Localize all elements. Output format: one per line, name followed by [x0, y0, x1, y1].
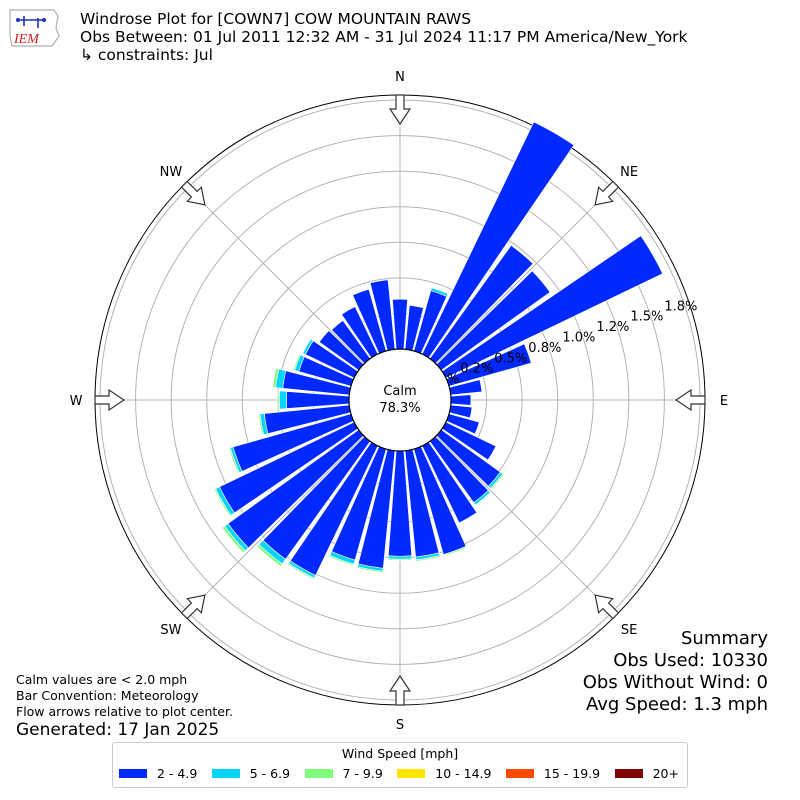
summary-title: Summary — [681, 628, 768, 649]
wind-bars — [213, 121, 664, 580]
direction-label-E: E — [720, 394, 728, 409]
bar-160-7-9.9 — [443, 545, 468, 557]
bar-170-7-9.9 — [415, 555, 441, 562]
bar-200-7-9.9 — [328, 555, 355, 566]
flow-arrow-0 — [388, 94, 412, 126]
bar-140-5-6.9 — [473, 490, 491, 506]
legend-title: Wind Speed [mph] — [341, 746, 459, 761]
legend-item: 2 - 4.9 — [119, 766, 197, 781]
direction-label-SW: SW — [160, 623, 181, 638]
title-line-1: Windrose Plot for [COWN7] COW MOUNTAIN R… — [80, 10, 472, 28]
legend-label: 15 - 19.9 — [543, 766, 601, 781]
summary-obs-used: Obs Used: 10330 — [613, 650, 768, 671]
grid-spoke-225 — [183, 435, 365, 617]
direction-label-N: N — [395, 70, 405, 85]
flow-arrow-135 — [594, 594, 620, 620]
direction-label-W: W — [70, 394, 83, 409]
bar-190-7-9.9 — [356, 566, 384, 573]
legend: Wind Speed [mph] 2 - 4.9 5 - 6.9 7 - 9.9 10… — [112, 742, 688, 788]
bar-20-5-6.9 — [430, 287, 449, 297]
legend-label: 10 - 14.9 — [435, 766, 492, 781]
legend-item: 15 - 19.9 — [505, 766, 601, 781]
flow-arrow-270 — [94, 388, 126, 412]
legend-swatch — [505, 769, 534, 778]
radial-tick-label: 0.5% — [494, 351, 527, 366]
notes-block: Calm values are < 2.0 mph Bar Convention… — [16, 672, 233, 720]
radial-tick-label: 0.8% — [528, 341, 561, 356]
flow-arrow-45 — [594, 180, 620, 206]
legend-label: 5 - 6.9 — [249, 766, 291, 781]
iem-logo: IEM — [9, 9, 60, 47]
bar-280-7-9.9 — [272, 368, 280, 388]
direction-label-NE: NE — [620, 165, 638, 180]
bar-180-7-9.9 — [387, 558, 413, 561]
calm-center: Calm 78.3% — [348, 348, 452, 452]
flow-note: Flow arrows relative to plot center. — [16, 704, 233, 719]
legend-label: 20+ — [652, 766, 679, 781]
legend-swatch — [304, 769, 333, 778]
direction-labels: N NE E SE S SW W NW — [70, 70, 729, 733]
bar-250-7-9.9 — [228, 447, 240, 474]
convention-note: Bar Convention: Meteorology — [16, 688, 199, 703]
generated-date: Generated: 17 Jan 2025 — [16, 720, 220, 740]
bar-240-7-9.9 — [213, 488, 232, 517]
legend-swatch — [119, 769, 147, 778]
summary-avg-speed: Avg Speed: 1.3 mph — [586, 694, 768, 715]
bar-0-2-4.9 — [392, 298, 408, 350]
legend-label: 7 - 9.9 — [342, 766, 383, 781]
bar-90-2-4.9 — [450, 394, 472, 406]
radial-tick-labels: 0.0%0.2%0.5%0.8%1.0%1.2%1.5%1.8% — [426, 299, 697, 387]
bar-130-7-9.9 — [490, 473, 505, 490]
legend-swatch — [614, 769, 643, 778]
grid-spoke-315 — [183, 183, 365, 365]
summary-block: Summary Obs Used: 10330 Obs Without Wind… — [583, 628, 768, 716]
title-line-2: Obs Between: 01 Jul 2011 12:32 AM - 31 J… — [80, 28, 688, 46]
calm-note: Calm values are < 2.0 mph — [16, 672, 188, 687]
calm-label: Calm — [383, 384, 416, 399]
legend-item: 5 - 6.9 — [211, 766, 291, 781]
bar-210-7-9.9 — [287, 562, 315, 580]
legend-items: 2 - 4.9 5 - 6.9 7 - 9.9 10 - 14.9 15 - 19.9 2… — [113, 761, 687, 781]
direction-label-NW: NW — [160, 165, 183, 180]
bar-300-5-6.9 — [302, 338, 314, 355]
calm-value: 78.3% — [379, 401, 420, 416]
legend-swatch — [397, 769, 426, 778]
legend-label: 2 - 4.9 — [157, 766, 198, 781]
svg-text:IEM: IEM — [13, 32, 40, 47]
radial-tick-label: 1.2% — [596, 320, 629, 335]
grid-spoke-45 — [435, 183, 617, 365]
bar-230-7-9.9 — [221, 525, 246, 554]
direction-label-S: S — [396, 718, 404, 733]
summary-obs-without-wind: Obs Without Wind: 0 — [582, 672, 768, 693]
direction-arrows — [94, 94, 706, 706]
grid-spoke-135 — [435, 435, 617, 617]
legend-item: 20+ — [614, 766, 679, 781]
bar-260-7-9.9 — [258, 413, 265, 436]
legend-swatch — [211, 769, 240, 778]
radial-tick-label: 0.2% — [460, 362, 493, 377]
flow-arrow-180 — [388, 674, 412, 706]
chart-title: Windrose Plot for [COWN7] COW MOUNTAIN R… — [80, 10, 688, 64]
flow-arrow-315 — [180, 180, 206, 206]
flow-arrow-225 — [180, 594, 206, 620]
bar-270-7-9.9 — [277, 390, 280, 410]
bar-290-7-9.9 — [293, 354, 301, 371]
legend-item: 7 - 9.9 — [304, 766, 383, 781]
flow-arrow-90 — [674, 388, 706, 412]
radial-tick-label: 1.5% — [630, 310, 663, 325]
bar-220-7-9.9 — [256, 544, 283, 567]
title-line-3: ↳ constraints: Jul — [80, 46, 213, 64]
radial-tick-label: 1.8% — [664, 299, 697, 314]
radial-tick-label: 1.0% — [562, 330, 595, 345]
legend-item: 10 - 14.9 — [397, 766, 491, 781]
direction-label-SE: SE — [621, 623, 637, 638]
bar-270-5-6.9 — [278, 390, 288, 410]
